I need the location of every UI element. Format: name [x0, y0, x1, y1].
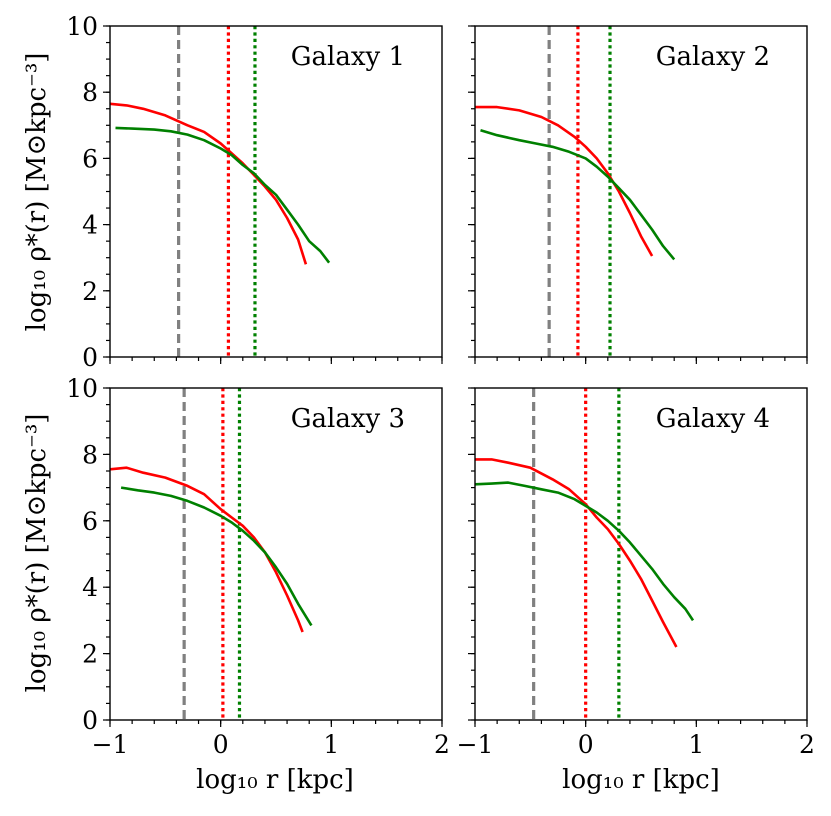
y-tick-label: 4	[82, 211, 98, 240]
series-green-line	[115, 126, 331, 264]
y-tick-label: 4	[82, 573, 98, 602]
series-red-line	[109, 102, 308, 265]
series-red-line	[109, 466, 304, 633]
series-red-line	[475, 105, 654, 257]
panel-2: Galaxy 2	[468, 25, 808, 364]
x-tick-label: 1	[323, 730, 339, 759]
panel-title: Galaxy 1	[291, 42, 405, 72]
plot-frame	[109, 387, 443, 721]
panel-4: −1 0 1 2 Galaxy 4	[457, 387, 815, 759]
series-green-line	[480, 129, 676, 261]
y-tick-label: 0	[82, 706, 98, 735]
x-axis-label-left: log₁₀ r [kpc]	[196, 765, 354, 795]
x-tick-label: −1	[457, 730, 494, 759]
y-axis-label-top: log₁₀ ρ*(r) [M⊙kpc⁻³]	[22, 53, 52, 332]
y-tick-label: 10	[66, 374, 98, 403]
series-green-line	[474, 481, 695, 622]
x-tick-label: 0	[213, 730, 229, 759]
series-red-line	[475, 458, 678, 648]
y-tick-label: 6	[82, 507, 98, 536]
y-tick-label: 2	[82, 640, 98, 669]
plot-frame	[474, 25, 808, 358]
x-tick-label: 2	[434, 730, 450, 759]
panel-title: Galaxy 2	[656, 42, 770, 72]
series-green-line	[120, 486, 313, 627]
y-tick-label: 10	[66, 12, 98, 41]
y-axis-label-bottom: log₁₀ ρ*(r) [M⊙kpc⁻³]	[22, 414, 52, 693]
panel-title: Galaxy 3	[291, 404, 405, 434]
x-axis-label-right: log₁₀ r [kpc]	[562, 765, 720, 795]
x-tick-label: 1	[688, 730, 704, 759]
x-tick-label: −1	[92, 730, 129, 759]
y-tick-label: 8	[82, 78, 98, 107]
panel-1: 0 2 4 6 8 10 Galaxy 1	[66, 12, 443, 372]
y-tick-label: 2	[82, 277, 98, 306]
x-tick-label: 2	[799, 730, 815, 759]
y-tick-label: 8	[82, 440, 98, 469]
y-tick-label: 6	[82, 144, 98, 173]
plot-frame	[109, 25, 443, 358]
x-tick-label: 0	[578, 730, 594, 759]
y-tick-label: 0	[82, 343, 98, 372]
panel-title: Galaxy 4	[656, 404, 770, 434]
